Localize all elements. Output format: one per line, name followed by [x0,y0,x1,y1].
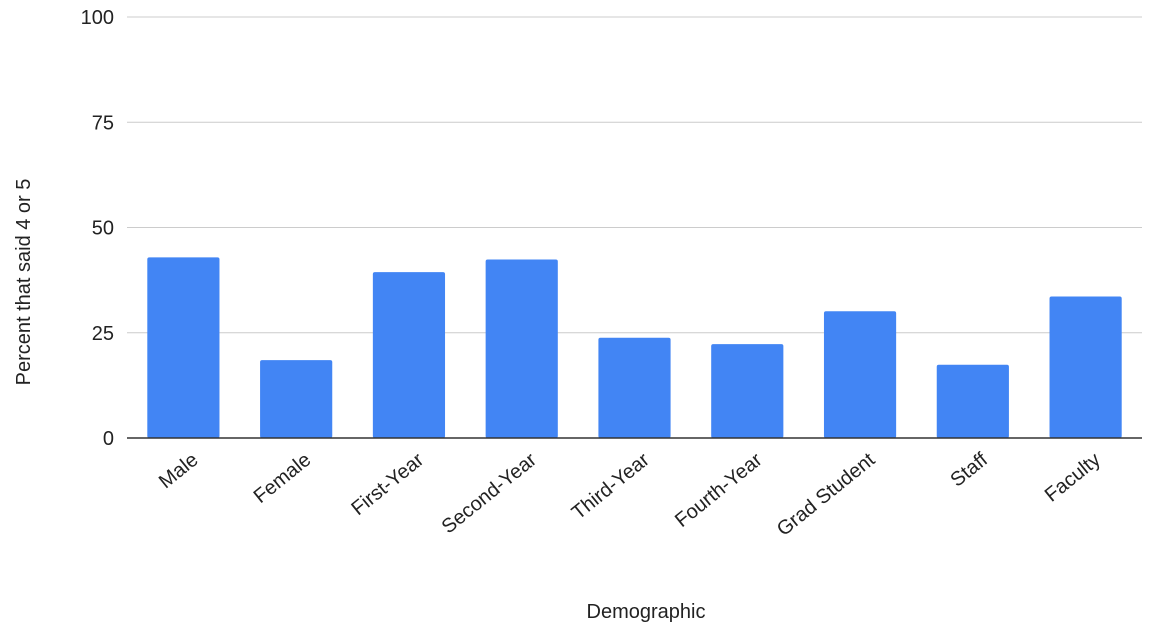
bar [598,337,671,438]
y-tick-label: 75 [92,112,114,134]
bar [147,257,220,438]
y-tick-label: 0 [103,428,114,450]
x-tick-label: Grad Student [773,449,880,541]
x-tick-label: Third-Year [568,449,654,525]
bar [260,360,333,438]
y-axis-title: Percent that said 4 or 5 [13,179,35,386]
bar [1049,296,1122,438]
bar [711,344,784,438]
x-tick-label: Staff [946,449,992,492]
x-tick-label: Second-Year [438,449,541,539]
x-tick-label: First-Year [347,449,428,520]
y-tick-label: 50 [92,218,114,240]
x-tick-label: Faculty [1041,449,1105,507]
bar [372,272,446,438]
axes: 0 25 50 75 100 Male Female First-Year Second-Yea… [81,7,1142,541]
x-tick-label: Male [155,449,203,493]
bar [936,364,1009,438]
gridlines [127,16,1142,334]
bar [823,311,897,438]
x-axis-title: Demographic [587,601,706,623]
x-tick-label: Fourth-Year [671,449,767,532]
y-tick-label: 25 [92,323,114,345]
bars [147,257,1122,438]
y-tick-label: 100 [81,7,114,29]
x-tick-label: Female [250,449,316,508]
bar [485,259,558,438]
